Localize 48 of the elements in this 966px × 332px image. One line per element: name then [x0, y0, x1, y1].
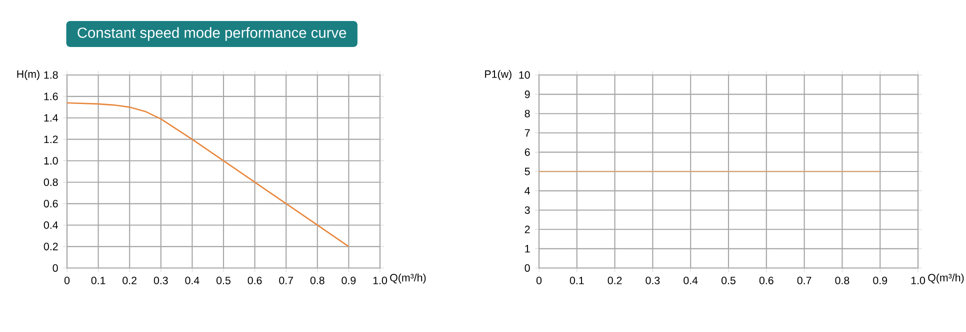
x-tick-label: 0.3 [646, 276, 660, 284]
y-tick-label: 2 [524, 226, 530, 234]
x-tick-label: 0.6 [759, 276, 774, 284]
y-tick-label: 5 [524, 168, 530, 176]
y-tick-label: 0 [52, 264, 58, 272]
y-tick-label: 7 [524, 129, 530, 137]
y-tick-label: 8 [524, 110, 530, 118]
y-tick-label: 1 [525, 245, 530, 252]
x-tick-label: 0.9 [342, 276, 356, 284]
x-tick-label: 0.4 [185, 276, 200, 284]
y-tick-label: 3 [524, 206, 530, 214]
chart-title: Constant speed mode performance curve [78, 27, 346, 41]
y-tick-label: 0.4 [44, 221, 58, 229]
y-tick-label: 0.6 [44, 200, 58, 208]
x-tick-label: 1.0 [373, 276, 388, 284]
x-tick-label: 0.2 [122, 276, 136, 284]
y-tick-label: 6 [524, 148, 530, 156]
x-tick-label: 0.1 [570, 276, 584, 284]
x-axis-title: Q(m³/h) [928, 274, 964, 284]
x-tick-label: 0.2 [608, 276, 622, 284]
y-tick-label: 1.6 [44, 92, 58, 100]
y-tick-label: 1.0 [44, 157, 58, 165]
x-tick-label: 0.8 [835, 276, 850, 284]
x-tick-label: 0.6 [248, 276, 262, 284]
y-tick-label: 1.2 [44, 136, 58, 144]
x-axis-title: Q(m³/h) [390, 274, 426, 284]
y-tick-label: 0.2 [44, 242, 58, 250]
y-tick-label: 10 [519, 71, 530, 79]
x-tick-label: 0 [536, 276, 542, 284]
y-tick-label: 0.8 [44, 178, 58, 186]
x-tick-label: 0.1 [91, 276, 106, 284]
x-tick-label: 0.7 [279, 276, 293, 284]
x-tick-label: 0 [64, 276, 70, 284]
y-tick-label: 9 [524, 90, 530, 98]
y-tick-label: 1.8 [44, 71, 58, 79]
x-tick-label: 1.0 [911, 276, 926, 284]
y-tick-label: 4 [524, 187, 530, 194]
x-tick-label: 0.7 [797, 276, 812, 284]
y-tick-label: 1.4 [44, 114, 58, 122]
x-tick-label: 0.8 [310, 276, 324, 284]
x-tick-label: 0.3 [154, 276, 168, 284]
y-tick-label: 0 [524, 264, 530, 272]
x-tick-label: 0.9 [873, 276, 888, 284]
y-axis-title: H(m) [17, 70, 40, 80]
x-tick-label: 0.5 [216, 276, 230, 284]
y-axis-title: P1(w) [485, 70, 512, 80]
x-tick-label: 0.4 [684, 276, 698, 284]
x-tick-label: 0.5 [722, 276, 736, 284]
